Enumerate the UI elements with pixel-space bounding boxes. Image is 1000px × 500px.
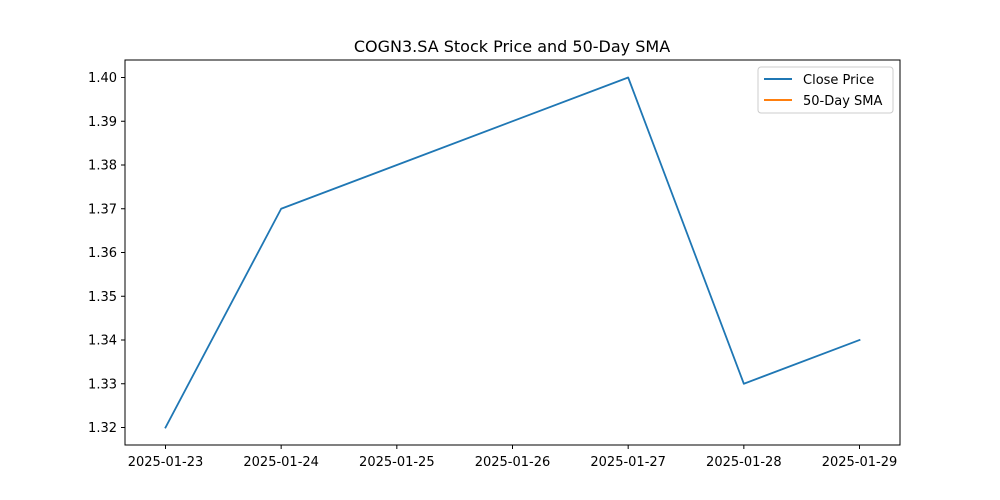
- y-tick-label: 1.38: [88, 159, 117, 174]
- y-tick-label: 1.36: [88, 246, 117, 261]
- y-tick-label: 1.35: [88, 290, 117, 305]
- x-tick-label: 2025-01-29: [822, 455, 898, 470]
- x-tick-label: 2025-01-25: [359, 455, 435, 470]
- y-axis: 1.32 1.33 1.34 1.35 1.36 1.37 1.38 1.39 1.40: [88, 71, 125, 436]
- x-tick-label: 2025-01-28: [706, 455, 782, 470]
- x-tick-label: 2025-01-23: [128, 455, 204, 470]
- y-tick-label: 1.37: [88, 202, 117, 217]
- y-tick-label: 1.39: [88, 115, 117, 130]
- legend-label-50-day-sma: 50-Day SMA: [803, 94, 883, 109]
- x-tick-label: 2025-01-24: [243, 455, 319, 470]
- y-tick-label: 1.33: [88, 377, 117, 392]
- legend-label-close-price: Close Price: [803, 73, 874, 88]
- y-tick-label: 1.32: [88, 421, 117, 436]
- y-tick-label: 1.34: [88, 334, 117, 349]
- x-tick-label: 2025-01-26: [475, 455, 551, 470]
- x-axis: 2025-01-23 2025-01-24 2025-01-25 2025-01-26…: [128, 445, 898, 470]
- chart-title: COGN3.SA Stock Price and 50-Day SMA: [354, 37, 670, 56]
- plot-lines: [164, 76, 861, 429]
- y-tick-label: 1.40: [88, 71, 117, 86]
- series-line-close-price: [164, 76, 861, 429]
- x-tick-label: 2025-01-27: [590, 455, 666, 470]
- plot-frame: [124, 59, 901, 446]
- legend: Close Price 50-Day SMA: [757, 66, 894, 114]
